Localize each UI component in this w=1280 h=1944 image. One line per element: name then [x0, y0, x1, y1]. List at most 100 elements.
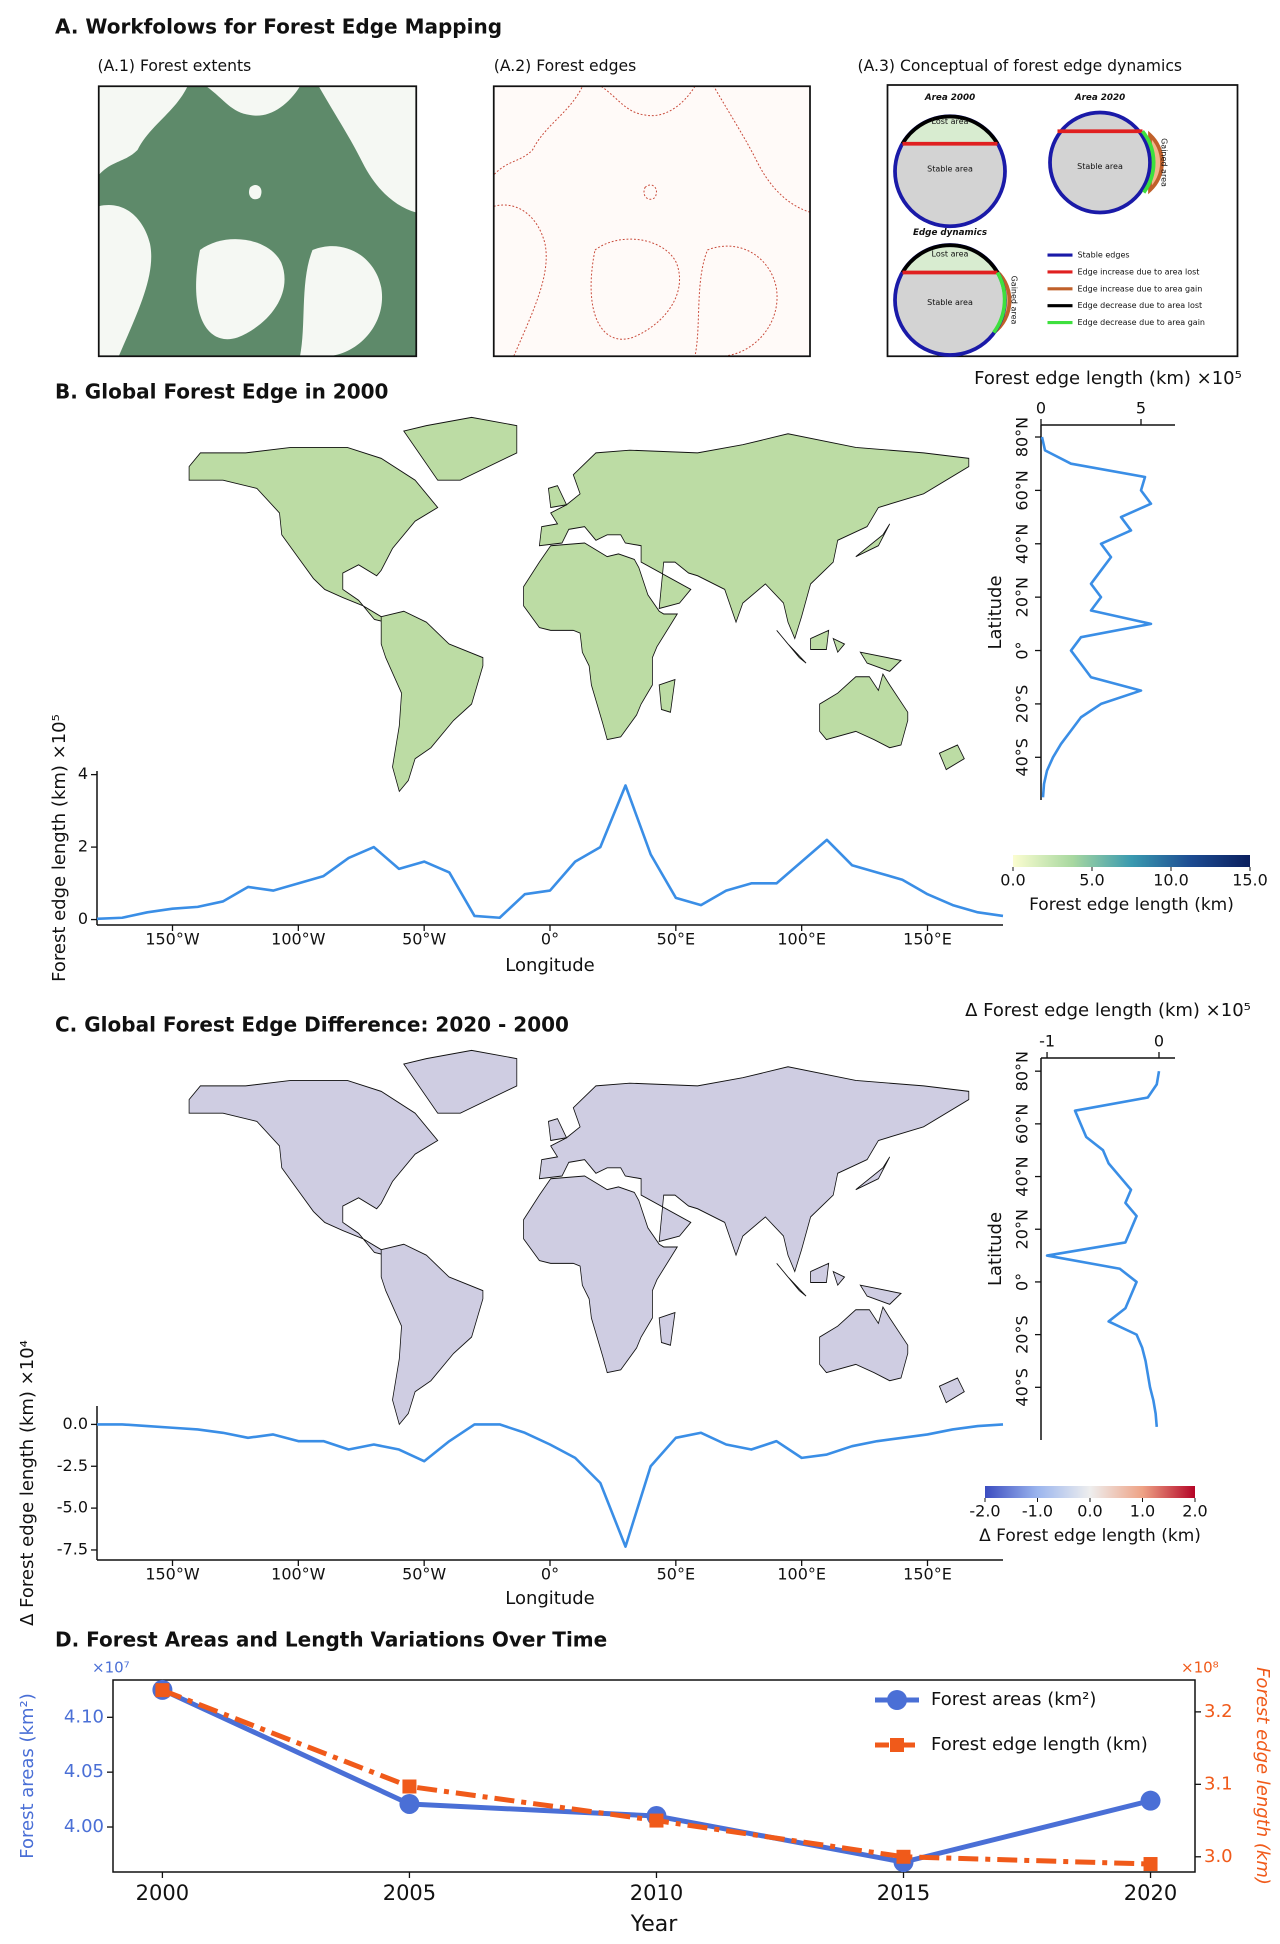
colorbar-tick-label: 10.0	[1153, 871, 1189, 890]
y-tick-label: 2	[78, 837, 88, 856]
frame	[97, 85, 418, 358]
point	[1143, 1857, 1158, 1872]
legend-label: Edge increase due to area gain	[1078, 284, 1203, 293]
y-axis-label: Latitude	[985, 575, 1006, 649]
y-axis-label: Δ Forest edge length (km) ×10⁴	[17, 1340, 38, 1626]
plot-frame	[112, 1679, 1196, 1873]
legend-label: Stable edges	[1078, 251, 1130, 260]
diagram-label: Area 2020	[1074, 93, 1125, 103]
x-axis-label: Longitude	[505, 955, 595, 976]
y-axis-label: Forest areas (km²)	[17, 1693, 38, 1858]
forest-edge-map	[493, 86, 810, 357]
x-tick-label: 2005	[383, 1881, 436, 1905]
y-tick-label: -5.0	[57, 1498, 88, 1517]
diagram-label: Gained area	[1009, 276, 1018, 325]
subtitle: (A.2) Forest edges	[494, 57, 636, 75]
y-tick-label: 0.0	[63, 1414, 88, 1433]
series-line	[161, 1687, 1152, 1865]
x-tick-label: 2020	[1124, 1881, 1177, 1905]
y-tick-label: 20°N	[1013, 577, 1032, 617]
x-tick-label: 150°W	[145, 930, 200, 949]
colorbar-tick-label: 2.0	[1182, 1502, 1207, 1521]
point	[155, 1683, 170, 1698]
y-tick-label: 0°	[1013, 641, 1032, 659]
x-tick-label: 5	[1136, 399, 1146, 418]
heading: D. Forest Areas and Length Variations Ov…	[55, 1628, 607, 1652]
y-tick-label: 40°S	[1013, 1368, 1032, 1407]
point	[896, 1849, 911, 1864]
heading: A. Workfolows for Forest Edge Mapping	[55, 15, 502, 39]
y-axis-label: Forest edge length (km) ×10⁵	[49, 714, 70, 982]
world-map-2000	[187, 416, 971, 793]
colorbar-label: Forest edge length (km)	[1029, 895, 1234, 915]
diagram-label: Lost area	[932, 117, 969, 126]
x-tick-label: 100°E	[777, 930, 826, 949]
subtitle: (A.3) Conceptual of forest edge dynamics	[858, 57, 1183, 75]
x-axis-label: Longitude	[505, 1588, 595, 1609]
y2-axis-label: Forest edge length (km)	[1252, 1667, 1273, 1885]
x-tick-label: 50°W	[402, 1565, 446, 1584]
circle-2020	[1048, 110, 1164, 215]
colorbar	[1013, 855, 1250, 867]
x-tick-label: 2000	[136, 1881, 189, 1905]
subtitle: (A.1) Forest extents	[98, 57, 252, 75]
circle-dynamics	[893, 243, 1012, 357]
y-tick-label: 0	[78, 909, 88, 928]
legend-marker	[890, 1738, 904, 1752]
x-tick-label: 50°W	[402, 930, 446, 949]
y2-tick-label: 3.0	[1204, 1846, 1233, 1867]
legend-label: Forest areas (km²)	[931, 1689, 1096, 1710]
y2-multiplier: ×10⁸	[1181, 1659, 1219, 1677]
x-axis-label: Year	[630, 1912, 679, 1937]
x-tick-label: 0°	[541, 930, 559, 949]
panel-a: (A.1) Forest extents (A.2) Forest edges …	[97, 57, 1239, 358]
y-tick-label: 0°	[1013, 1273, 1032, 1291]
frame	[492, 85, 811, 358]
legend-label: Forest edge length (km)	[931, 1734, 1148, 1755]
x-tick-label: 50°E	[657, 930, 695, 949]
x-tick-label: 0	[1036, 399, 1046, 418]
legend-marker	[887, 1690, 907, 1710]
point	[649, 1813, 664, 1828]
diagram-label: Stable area	[927, 298, 973, 307]
x-tick-label: -1	[1039, 1032, 1055, 1051]
colorbar-tick-label: 5.0	[1079, 871, 1104, 890]
series-line	[97, 1423, 1004, 1548]
y-tick-label: 80°N	[1013, 417, 1032, 457]
diagram-label: Gained area	[1159, 138, 1168, 187]
colorbar-tick-label: 15.0	[1232, 871, 1268, 890]
legend-label: Edge decrease due to area gain	[1078, 318, 1206, 327]
y-tick-label: 4	[78, 764, 88, 783]
series-line	[1040, 436, 1153, 798]
y-tick-label: 40°N	[1013, 1156, 1032, 1196]
y-tick-label: -7.5	[57, 1539, 88, 1558]
x-tick-label: 50°E	[657, 1565, 695, 1584]
y-tick-label: 60°N	[1013, 470, 1032, 510]
point	[402, 1779, 417, 1794]
colorbar-label: Δ Forest edge length (km)	[979, 1526, 1201, 1546]
diagram-label: Area 2000	[924, 93, 975, 103]
y-tick-label: 20°S	[1013, 685, 1032, 724]
colorbar-tick-label: 0.0	[1000, 871, 1025, 890]
colorbar	[985, 1486, 1195, 1498]
y2-tick-label: 3.2	[1204, 1701, 1233, 1722]
x-tick-label: 2015	[877, 1881, 930, 1905]
diagram-legend: Stable edges Edge increase due to area lo…	[1047, 251, 1206, 327]
x-tick-label: 100°E	[777, 1565, 826, 1584]
axis-title: Forest edge length (km) ×10⁵	[974, 368, 1242, 389]
y-axis-label: Latitude	[985, 1212, 1006, 1286]
x-tick-label: 150°E	[903, 930, 952, 949]
legend-label: Edge decrease due to area lost	[1078, 301, 1203, 310]
diagram-label: Lost area	[932, 249, 969, 258]
y-tick-label: 20°N	[1013, 1209, 1032, 1249]
y2-tick-label: 3.1	[1204, 1773, 1233, 1794]
x-tick-label: 0°	[541, 1565, 559, 1584]
x-tick-label: 150°E	[903, 1565, 952, 1584]
diagram-label: Stable area	[927, 164, 973, 173]
y-tick-label: 40°S	[1013, 738, 1032, 777]
series-line	[96, 784, 1004, 921]
diagram-label: Edge dynamics	[913, 228, 987, 238]
x-tick-label: 2010	[630, 1881, 683, 1905]
x-tick-label: 150°W	[145, 1565, 200, 1584]
x-tick-label: 0	[1154, 1032, 1164, 1051]
